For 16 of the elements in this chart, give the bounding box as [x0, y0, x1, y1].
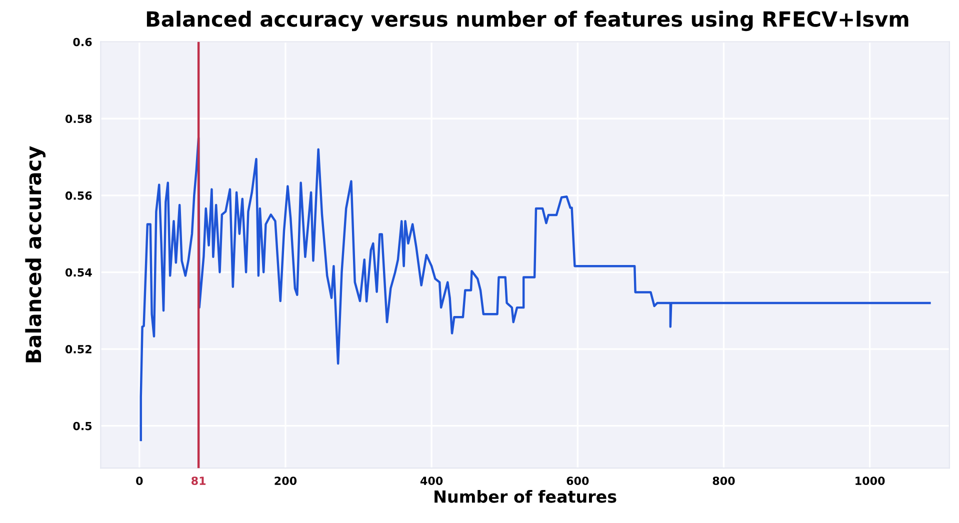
chart-title: Balanced accuracy versus number of features using RFECV+lsvm [146, 10, 908, 32]
y-tick-label: 0.58 [65, 114, 92, 124]
y-tick-label: 0.56 [65, 191, 92, 200]
x-axis-title: Number of features [434, 490, 616, 503]
y-tick-label: 0.5 [73, 422, 92, 430]
x-tick-label: 81 [192, 476, 206, 486]
y-tick-label: 0.54 [65, 268, 92, 277]
x-tick-label: 600 [566, 476, 589, 486]
y-tick-label: 0.6 [73, 38, 92, 46]
y-tick-label: 0.52 [65, 345, 92, 354]
x-tick-label: 800 [712, 476, 735, 486]
x-tick-label: 200 [274, 476, 297, 486]
x-tick-label: 0 [136, 476, 143, 486]
x-tick-label: 1000 [856, 476, 885, 486]
y-axis-title: Balanced accuracy [25, 146, 46, 362]
x-tick-label: 400 [420, 476, 443, 486]
